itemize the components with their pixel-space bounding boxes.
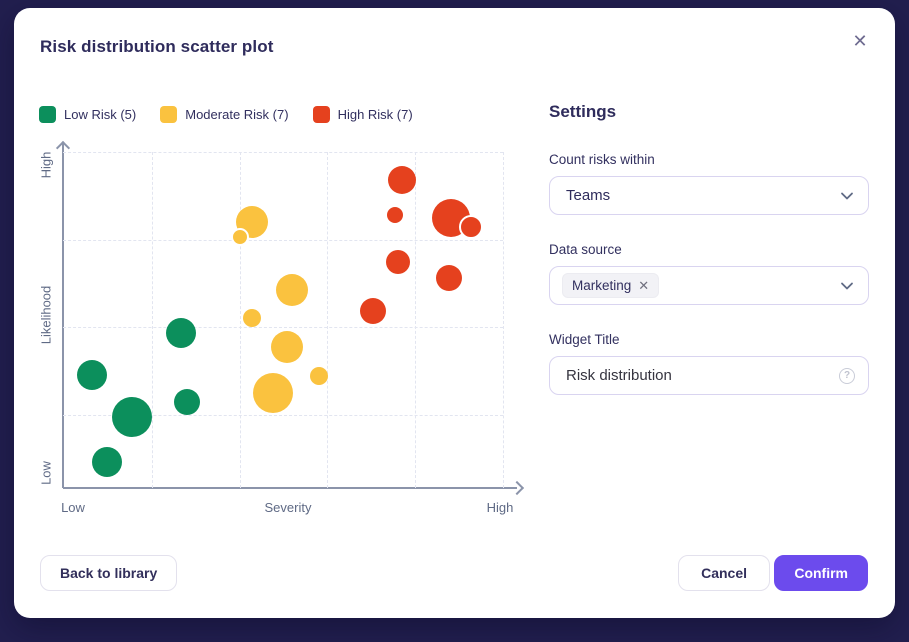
- confirm-button[interactable]: Confirm: [774, 555, 868, 591]
- gridline-horizontal: [63, 152, 503, 153]
- high-risk-bubble[interactable]: [387, 206, 404, 223]
- high-risk-swatch: [312, 106, 330, 123]
- data-source-field: Data source Marketing ✕: [549, 242, 869, 305]
- high-risk-bubble[interactable]: [360, 297, 387, 324]
- x-axis-title: Severity: [264, 500, 312, 515]
- low-risk-bubble[interactable]: [165, 318, 196, 349]
- y-axis-line: [62, 143, 64, 488]
- chart-plot-area: High Likelihood Low Low Severity High: [39, 140, 525, 515]
- y-axis-tick-low: Low: [38, 461, 54, 485]
- widget-title-box: ?: [549, 356, 869, 395]
- gridline-horizontal: [63, 327, 503, 329]
- low-risk-bubble[interactable]: [77, 360, 108, 391]
- low-risk-bubble[interactable]: [92, 447, 122, 478]
- x-axis-arrow-icon: [509, 480, 525, 496]
- close-icon[interactable]: ✕: [847, 28, 873, 54]
- count-risks-label: Count risks within: [549, 152, 655, 167]
- risk-scatter-chart: High Likelihood Low Low Severity High: [39, 138, 545, 533]
- low-risk-bubble[interactable]: [174, 388, 201, 415]
- low-risk-swatch: [39, 106, 56, 123]
- gridline-vertical: [327, 152, 328, 488]
- gridline-vertical: [415, 152, 416, 488]
- data-source-select[interactable]: Marketing ✕: [549, 266, 869, 305]
- data-source-chip: Marketing ✕: [562, 273, 660, 298]
- chevron-down-icon: [840, 281, 854, 290]
- data-source-label: Data source: [549, 242, 622, 257]
- gridline-vertical: [151, 152, 153, 488]
- count-risks-value: Teams: [566, 187, 611, 204]
- settings-heading: Settings: [549, 102, 617, 121]
- moderate-risk-bubble[interactable]: [252, 372, 293, 413]
- moderate-risk-bubble[interactable]: [243, 308, 262, 327]
- chart-legend: Low Risk (5) Moderate Risk (7) High Risk…: [39, 106, 413, 123]
- gridline-horizontal: [63, 240, 503, 242]
- help-icon: ?: [839, 367, 855, 384]
- y-axis-title: Likelihood: [38, 285, 54, 345]
- chevron-down-icon: [840, 191, 854, 200]
- x-axis-tick-low: Low: [61, 500, 85, 515]
- chip-label: Marketing: [572, 278, 632, 293]
- back-to-library-button[interactable]: Back to library: [40, 555, 178, 591]
- count-risks-select[interactable]: Teams: [549, 176, 869, 215]
- legend-label: Moderate Risk (7): [185, 107, 289, 122]
- modal-title: Risk distribution scatter plot: [40, 37, 274, 56]
- moderate-risk-bubble[interactable]: [230, 228, 249, 246]
- x-axis-line: [63, 487, 517, 489]
- widget-title-label: Widget Title: [549, 332, 620, 347]
- high-risk-bubble[interactable]: [385, 249, 410, 274]
- chip-remove-icon[interactable]: ✕: [638, 278, 650, 293]
- widget-title-input[interactable]: [550, 357, 820, 394]
- y-axis-tick-high: High: [38, 151, 54, 179]
- high-risk-bubble[interactable]: [458, 214, 483, 239]
- legend-item-low-risk: Low Risk (5): [39, 106, 136, 123]
- legend-label: Low Risk (5): [64, 107, 137, 122]
- high-risk-bubble[interactable]: [435, 265, 462, 291]
- widget-settings-modal: Risk distribution scatter plot ✕ Low Ris…: [14, 8, 895, 618]
- high-risk-bubble[interactable]: [387, 165, 416, 194]
- count-risks-field: Count risks within Teams: [549, 152, 869, 215]
- legend-item-high-risk: High Risk (7): [312, 106, 413, 123]
- moderate-risk-bubble[interactable]: [270, 330, 303, 363]
- moderate-risk-bubble[interactable]: [310, 367, 329, 386]
- moderate-risk-bubble[interactable]: [275, 274, 308, 307]
- gridline-vertical: [503, 152, 504, 488]
- gridline-vertical: [239, 152, 241, 488]
- legend-item-moderate-risk: Moderate Risk (7): [160, 106, 289, 123]
- widget-title-field: Widget Title ?: [549, 332, 869, 395]
- low-risk-bubble[interactable]: [112, 397, 153, 438]
- legend-label: High Risk (7): [337, 107, 413, 122]
- moderate-risk-swatch: [160, 106, 178, 123]
- gridline-horizontal: [63, 415, 503, 417]
- x-axis-tick-high: High: [486, 500, 514, 515]
- settings-panel: Settings Count risks within Teams Data s…: [549, 102, 869, 395]
- cancel-button[interactable]: Cancel: [678, 555, 770, 591]
